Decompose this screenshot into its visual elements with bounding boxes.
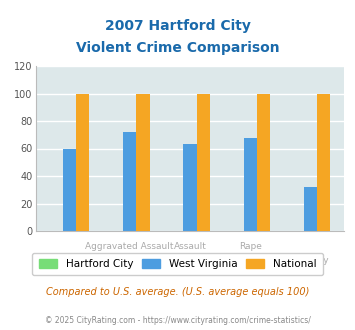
Text: Robbery: Robbery — [291, 256, 329, 265]
Text: Compared to U.S. average. (U.S. average equals 100): Compared to U.S. average. (U.S. average … — [46, 287, 309, 297]
Text: © 2025 CityRating.com - https://www.cityrating.com/crime-statistics/: © 2025 CityRating.com - https://www.city… — [45, 315, 310, 325]
Bar — [317, 93, 330, 231]
Bar — [183, 145, 197, 231]
Bar — [63, 148, 76, 231]
Bar — [244, 138, 257, 231]
Text: Assault: Assault — [174, 242, 206, 251]
Text: Murder & Mans...: Murder & Mans... — [151, 256, 229, 265]
Bar — [304, 187, 317, 231]
Bar — [123, 132, 136, 231]
Text: 2007 Hartford City: 2007 Hartford City — [105, 19, 250, 33]
Bar — [76, 93, 89, 231]
Text: Violent Crime Comparison: Violent Crime Comparison — [76, 41, 279, 55]
Text: All Violent Crime: All Violent Crime — [32, 256, 107, 265]
Text: Rape: Rape — [239, 242, 262, 251]
Bar — [257, 93, 270, 231]
Bar — [197, 93, 210, 231]
Legend: Hartford City, West Virginia, National: Hartford City, West Virginia, National — [32, 253, 323, 276]
Text: Aggravated Assault: Aggravated Assault — [86, 242, 174, 251]
Bar — [136, 93, 149, 231]
